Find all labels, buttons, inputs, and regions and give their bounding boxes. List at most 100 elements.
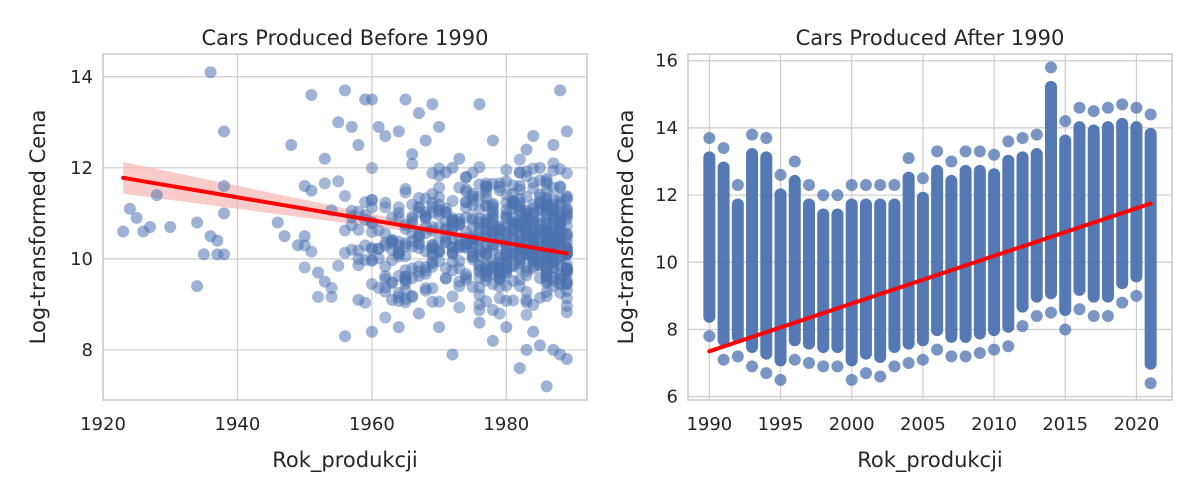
y-axis-label: Log-transformed Cena — [614, 110, 638, 345]
data-point — [433, 245, 446, 258]
data-point — [916, 172, 929, 185]
data-column — [1059, 134, 1072, 317]
y-tick-label: 14 — [655, 118, 678, 139]
data-column — [845, 198, 858, 367]
data-point — [513, 251, 526, 264]
data-point — [473, 316, 486, 329]
data-point — [1030, 128, 1043, 141]
data-point — [460, 270, 472, 283]
x-tick-label: 1995 — [758, 414, 804, 435]
data-point — [540, 380, 553, 393]
data-point — [520, 225, 533, 238]
data-point — [339, 190, 351, 203]
data-point — [1116, 98, 1129, 111]
data-point — [433, 205, 446, 218]
data-point — [466, 250, 479, 263]
data-column — [1073, 121, 1086, 296]
data-point — [412, 307, 425, 320]
data-point — [717, 353, 730, 366]
data-point — [859, 367, 872, 380]
data-point — [760, 131, 773, 144]
data-point — [973, 346, 986, 359]
data-point — [379, 129, 392, 142]
data-point — [191, 280, 204, 293]
data-column — [1045, 80, 1057, 300]
data-point — [902, 152, 915, 165]
data-point — [473, 161, 486, 174]
data-column — [859, 198, 872, 360]
data-point — [426, 295, 439, 308]
data-point — [540, 222, 553, 235]
data-point — [204, 66, 217, 79]
data-point — [312, 266, 325, 279]
data-point — [473, 213, 486, 226]
data-column — [1130, 121, 1143, 283]
data-point — [386, 254, 399, 267]
data-point — [513, 280, 526, 293]
data-point — [500, 266, 513, 279]
data-point — [345, 219, 358, 232]
data-point — [419, 282, 432, 295]
data-point — [446, 214, 459, 227]
data-point — [500, 247, 513, 260]
data-point — [419, 206, 432, 219]
data-point — [379, 201, 392, 214]
data-point — [1144, 108, 1157, 121]
data-point — [554, 163, 567, 176]
data-point — [540, 270, 553, 283]
data-point — [959, 350, 972, 363]
data-point — [560, 190, 573, 203]
data-column — [703, 151, 716, 323]
data-point — [746, 128, 759, 141]
data-point — [731, 179, 744, 192]
data-column — [973, 164, 986, 340]
data-column — [874, 198, 887, 364]
data-point — [1130, 289, 1143, 302]
data-point — [874, 370, 887, 383]
y-tick-label: 6 — [667, 387, 678, 408]
data-point — [520, 265, 533, 278]
data-column — [1144, 127, 1157, 370]
data-point — [218, 248, 230, 261]
data-point — [399, 93, 412, 106]
data-point — [888, 179, 901, 192]
regression-line — [707, 201, 1153, 354]
data-column — [1016, 151, 1029, 313]
data-point — [831, 189, 844, 202]
x-tick-label: 1990 — [686, 414, 732, 435]
data-point — [433, 321, 446, 334]
data-point — [218, 125, 230, 138]
data-point — [453, 262, 466, 275]
data-point — [406, 148, 419, 161]
data-point — [466, 187, 479, 200]
data-point — [513, 166, 526, 179]
data-point — [439, 272, 452, 285]
data-point — [945, 350, 958, 363]
data-point — [717, 142, 730, 155]
data-point — [1045, 61, 1057, 74]
data-point — [433, 181, 446, 194]
data-point — [191, 216, 204, 229]
data-point — [1144, 377, 1157, 390]
data-point — [271, 216, 284, 229]
data-column — [1087, 124, 1100, 303]
data-point — [988, 148, 1001, 161]
data-point — [352, 139, 365, 152]
data-point — [520, 343, 533, 356]
data-point — [560, 125, 573, 138]
data-point — [392, 291, 405, 304]
data-point — [365, 162, 378, 175]
data-point — [439, 262, 452, 275]
data-point — [305, 245, 318, 258]
data-point — [554, 180, 567, 193]
chart-title: Cars Produced After 1990 — [796, 26, 1065, 50]
data-point — [493, 281, 506, 294]
x-tick-label: 2010 — [971, 414, 1017, 435]
data-point — [446, 290, 459, 303]
data-point — [211, 234, 224, 247]
data-point — [1059, 115, 1072, 128]
y-tick-label: 8 — [667, 319, 678, 340]
x-tick-label: 2005 — [900, 414, 946, 435]
data-point — [473, 259, 486, 272]
data-point — [339, 84, 351, 97]
